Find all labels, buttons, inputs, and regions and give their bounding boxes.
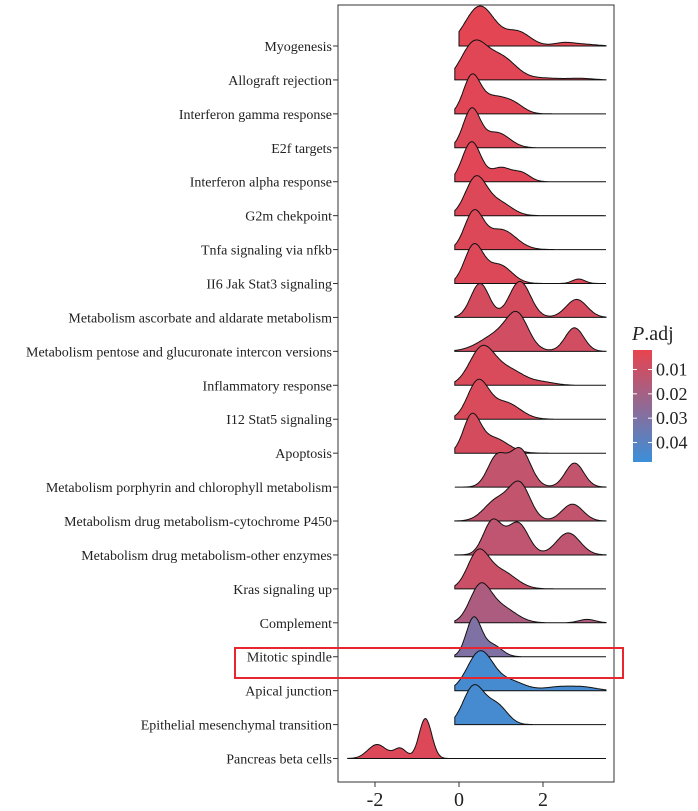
density-ridge xyxy=(454,582,607,624)
y-tick-label: Metabolism drug metabolism-cytochrome P4… xyxy=(64,515,332,530)
x-tick-label: -2 xyxy=(367,789,384,811)
y-tick-label: Tnfa signaling via nfkb xyxy=(201,244,332,259)
density-ridge xyxy=(454,310,607,352)
y-tick-label: Kras signaling up xyxy=(233,583,332,598)
x-axis: -2 0 2 xyxy=(367,782,548,811)
ridge-row: Kras signaling up xyxy=(233,548,606,598)
legend-title: P.adj xyxy=(631,323,674,345)
legend-title-italic: P xyxy=(631,323,644,345)
y-tick-label: Metabolism pentose and glucuronate inter… xyxy=(26,345,332,360)
density-ridge xyxy=(454,175,606,217)
legend: P.adj 0.01 0.02 0.03 0.04 xyxy=(631,323,688,462)
ridge-row: G2m chekpoint xyxy=(245,175,606,225)
density-ridge xyxy=(454,209,606,251)
density-ridge xyxy=(454,447,607,488)
ridge-row: Interferon alpha response xyxy=(190,141,606,191)
ridge-row: Metabolism porphyrin and chlorophyll met… xyxy=(46,447,607,496)
y-tick-label: Pancreas beta cells xyxy=(226,753,332,768)
x-tick-label: 2 xyxy=(538,789,548,811)
y-tick-label: Mitotic spindle xyxy=(247,651,332,666)
legend-tick-label: 0.02 xyxy=(656,384,688,404)
density-ridge xyxy=(454,107,606,149)
ridge-row: Tnfa signaling via nfkb xyxy=(201,209,606,259)
y-tick-label: Allograft rejection xyxy=(228,74,332,89)
y-tick-label: Inflammatory response xyxy=(203,379,332,394)
density-ridge xyxy=(454,280,607,318)
y-tick-label: Interferon alpha response xyxy=(190,176,332,191)
ridge-row: Metabolism drug metabolism-other enzymes xyxy=(81,518,607,564)
y-tick-label: Apoptosis xyxy=(275,447,332,462)
ridge-rows: Myogenesis Allograft rejection Interferon … xyxy=(26,5,607,768)
ridge-row: E2f targets xyxy=(271,107,606,157)
y-tick-label: II6 Jak Stat3 signaling xyxy=(206,278,332,293)
ridge-row: Complement xyxy=(260,582,607,632)
legend-tick-label: 0.04 xyxy=(656,433,688,453)
legend-tick-label: 0.03 xyxy=(656,408,688,428)
y-tick-label: I12 Stat5 signaling xyxy=(226,413,332,428)
legend-ticks: 0.01 0.02 0.03 0.04 xyxy=(633,359,688,453)
density-ridge xyxy=(454,344,606,386)
density-ridge xyxy=(454,548,606,590)
y-tick-label: E2f targets xyxy=(271,142,332,157)
density-ridge xyxy=(458,5,607,47)
density-ridge xyxy=(454,39,607,81)
x-tick-label: 0 xyxy=(454,789,464,811)
density-ridge xyxy=(454,141,606,183)
y-tick-label: Metabolism ascorbate and aldarate metabo… xyxy=(68,311,332,326)
density-ridge xyxy=(454,650,607,692)
density-ridge xyxy=(347,717,606,759)
plot-panel-border xyxy=(337,4,615,783)
ridge-row: Myogenesis xyxy=(264,5,607,55)
ridge-row: Apoptosis xyxy=(275,412,606,462)
density-ridge xyxy=(454,518,607,556)
ridge-row: Epithelial mesenchymal transition xyxy=(141,684,606,734)
density-ridge xyxy=(454,73,606,115)
y-tick-label: Myogenesis xyxy=(264,40,332,55)
legend-colorbar xyxy=(633,350,652,462)
y-tick-label: Epithelial mesenchymal transition xyxy=(141,719,332,734)
density-ridge xyxy=(454,378,606,420)
y-tick-label: Interferon gamma response xyxy=(179,108,332,123)
density-ridge xyxy=(454,480,607,522)
ridge-row: Metabolism pentose and glucuronate inter… xyxy=(26,310,607,360)
y-tick-label: G2m chekpoint xyxy=(245,210,332,225)
ridge-row: Metabolism ascorbate and aldarate metabo… xyxy=(68,280,607,326)
y-tick-label: Complement xyxy=(260,617,332,632)
ridge-row: I12 Stat5 signaling xyxy=(226,378,606,428)
ridge-row: II6 Jak Stat3 signaling xyxy=(206,242,606,293)
density-ridge xyxy=(454,616,606,658)
density-ridge xyxy=(454,242,606,284)
ridge-row: Apical junction xyxy=(245,650,607,700)
y-tick-label: Apical junction xyxy=(245,685,332,700)
ridge-row: Metabolism drug metabolism-cytochrome P4… xyxy=(64,480,607,530)
density-ridge xyxy=(454,684,606,726)
legend-title-rest: .adj xyxy=(644,323,673,345)
ridge-row: Allograft rejection xyxy=(228,39,607,89)
density-ridge xyxy=(454,412,606,454)
ridge-row: Mitotic spindle xyxy=(247,616,606,666)
ridge-row: Interferon gamma response xyxy=(179,73,606,123)
y-tick-label: Metabolism drug metabolism-other enzymes xyxy=(81,549,332,564)
ridge-row: Pancreas beta cells xyxy=(226,717,606,768)
y-tick-label: Metabolism porphyrin and chlorophyll met… xyxy=(46,481,332,496)
highlight-box xyxy=(234,647,624,679)
ridge-row: Inflammatory response xyxy=(203,344,606,394)
legend-tick-label: 0.01 xyxy=(656,359,688,379)
